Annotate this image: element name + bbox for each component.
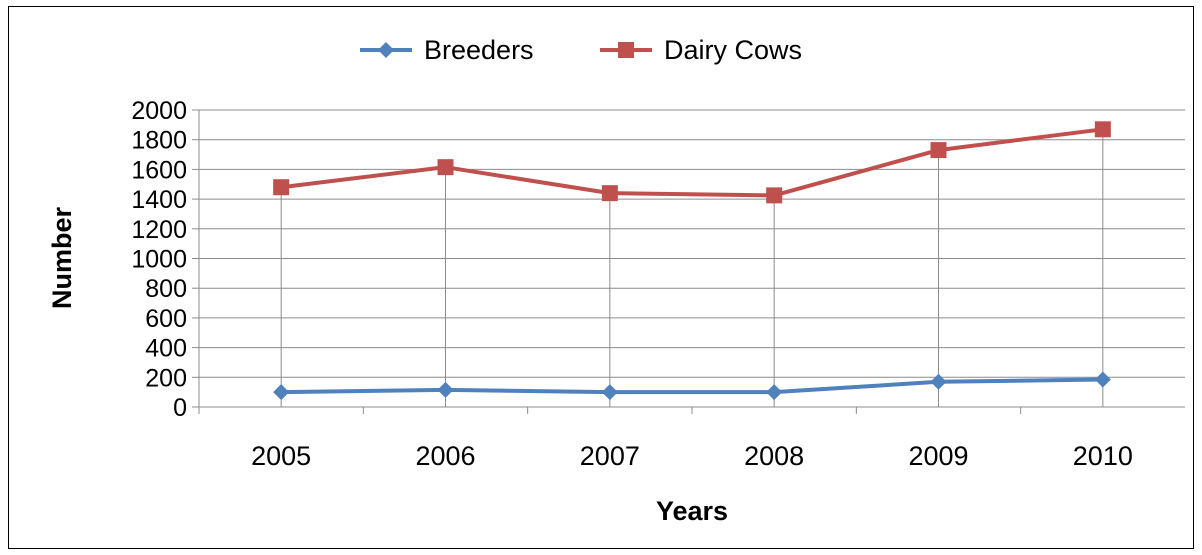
y-tick-label: 400: [145, 335, 187, 363]
y-tick-label: 1600: [131, 156, 187, 184]
grid: [199, 109, 1185, 408]
x-tick-label: 2008: [744, 441, 804, 471]
data-point-dairy-cows: [1094, 121, 1111, 138]
y-tick-label: 600: [145, 305, 187, 333]
data-point-dairy-cows: [930, 142, 947, 159]
data-point-breeders: [601, 384, 618, 401]
legend-label-breeders: Breeders: [424, 35, 534, 65]
chart-frame: [8, 6, 1194, 549]
y-tick-label: 0: [173, 394, 187, 422]
data-point-breeders: [766, 384, 783, 401]
legend-marker-dairy-cows: [618, 42, 634, 58]
y-tick-label: 2000: [131, 97, 187, 125]
x-tick-label: 2009: [908, 441, 968, 471]
y-tick-label: 1200: [131, 216, 187, 244]
y-tick-label: 1000: [131, 246, 187, 274]
y-tick-label: 800: [145, 275, 187, 303]
x-axis-label: Years: [656, 496, 728, 526]
data-point-breeders: [273, 384, 290, 401]
x-tick-label: 2007: [580, 441, 640, 471]
x-tick-label: 2010: [1073, 441, 1133, 471]
x-tick-label: 2005: [251, 441, 311, 471]
y-tick-label: 1400: [131, 186, 187, 214]
data-point-breeders: [1094, 371, 1111, 388]
series-line-dairy-cows: [280, 127, 1104, 198]
series-layer: [273, 121, 1111, 401]
data-point-breeders: [437, 381, 454, 398]
data-point-dairy-cows: [601, 185, 618, 202]
legend-label-dairy-cows: Dairy Cows: [664, 35, 802, 65]
y-tick-label: 1800: [131, 127, 187, 155]
x-axis: 2005 2006 2007 2008 2009 2010: [198, 406, 1185, 471]
y-axis-label: Number: [47, 207, 77, 310]
data-point-breeders: [930, 373, 947, 390]
series-line-breeders: [281, 377, 1103, 395]
data-point-dairy-cows: [273, 179, 290, 196]
legend-marker-breeders: [378, 42, 394, 58]
data-point-dairy-cows: [437, 159, 454, 176]
y-tick-label: 200: [145, 364, 187, 392]
legend: Breeders Dairy Cows: [360, 35, 802, 65]
x-tick-label: 2006: [415, 441, 475, 471]
data-point-dairy-cows: [766, 187, 783, 204]
